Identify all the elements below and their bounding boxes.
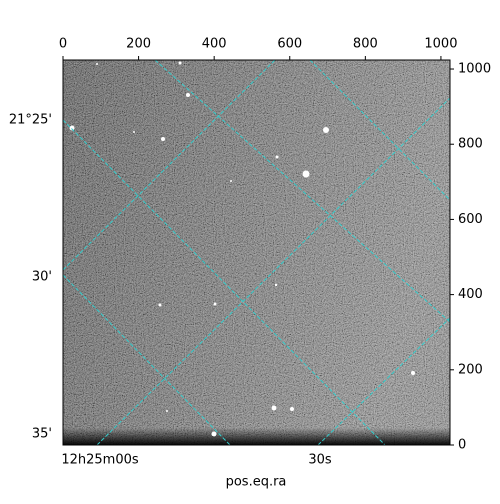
- world-x-tick-label: 30s: [308, 453, 332, 468]
- y-tick-label: 600: [458, 212, 483, 227]
- world-y-tick-label: 35': [32, 427, 52, 442]
- y-tick-label: 400: [458, 287, 483, 302]
- coordinate-grid: [63, 60, 450, 445]
- x-tick-label: 400: [202, 37, 227, 52]
- world-y-tick-label: 30': [32, 270, 52, 285]
- world-y-tick-label: 21°25': [9, 113, 52, 128]
- y-tick-label: 800: [458, 137, 483, 152]
- x-tick-label: 1000: [424, 37, 457, 52]
- x-tick-label: 600: [277, 37, 302, 52]
- x-axis-label: pos.eq.ra: [226, 475, 287, 490]
- y-tick-label: 1000: [458, 62, 491, 77]
- world-x-tick-label: 12h25m00s: [61, 453, 139, 468]
- image: [63, 60, 450, 445]
- x-tick-label: 0: [59, 37, 67, 52]
- x-tick-label: 800: [353, 37, 378, 52]
- stars: [69, 61, 415, 437]
- y-tick-label: 200: [458, 362, 483, 377]
- frame: [62, 59, 451, 446]
- x-tick-label: 200: [126, 37, 151, 52]
- y-tick-label: 0: [458, 438, 466, 453]
